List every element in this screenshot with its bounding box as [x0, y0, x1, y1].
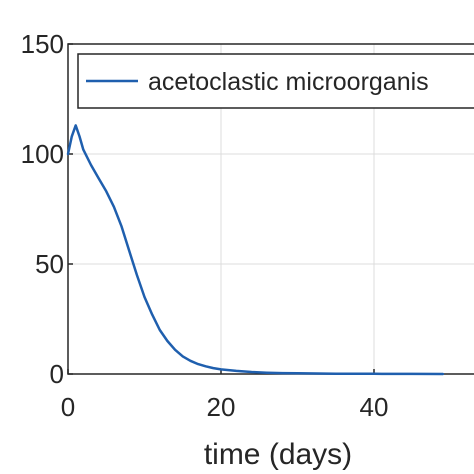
series-layer — [66, 124, 445, 376]
legend-label: acetoclastic microorganis — [148, 68, 429, 96]
x-tick-label: 0 — [61, 392, 75, 422]
y-tick-label: 50 — [35, 249, 64, 279]
y-tick-label: 100 — [21, 139, 64, 169]
ticks: 0 20 40 0 50 100 150 — [21, 29, 389, 422]
x-axis-label: time (days) — [204, 438, 352, 471]
legend-box — [77, 53, 474, 109]
x-tick-label: 40 — [360, 392, 389, 422]
series-line — [66, 124, 445, 376]
x-tick-label: 20 — [207, 392, 236, 422]
y-tick-label: 150 — [21, 29, 64, 59]
legend: acetoclastic microorganis — [77, 53, 474, 109]
y-tick-label: 0 — [50, 359, 64, 389]
